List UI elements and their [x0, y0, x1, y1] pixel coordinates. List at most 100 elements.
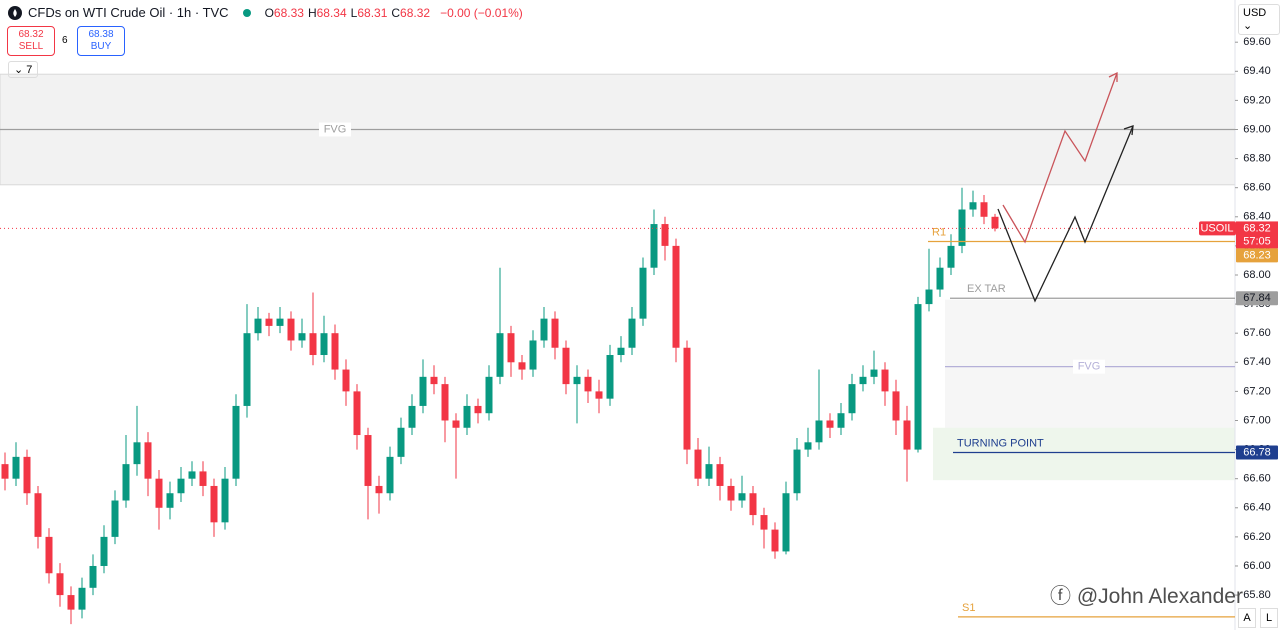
- candle-body: [595, 391, 603, 399]
- candle-body: [925, 289, 933, 305]
- scale-button[interactable]: L: [1260, 608, 1278, 628]
- symbol-icon: [8, 5, 22, 20]
- indicators-count: 7: [26, 64, 33, 76]
- candle-body: [991, 216, 999, 229]
- candle-body: [485, 376, 493, 414]
- candle-body: [628, 318, 636, 348]
- candle-body: [111, 500, 119, 537]
- candle-body: [23, 456, 31, 494]
- countdown: 57:05: [1243, 235, 1271, 247]
- candle-body: [903, 420, 911, 450]
- candle-body: [232, 405, 240, 479]
- candle-body: [606, 355, 614, 399]
- header: CFDs on WTI Crude Oil · 1h · TVC O68.33 H…: [8, 5, 523, 20]
- candle-body: [45, 536, 53, 574]
- sell-label: SELL: [18, 41, 44, 52]
- candle-body: [287, 318, 295, 341]
- zone: [933, 427, 1235, 481]
- candle-body: [56, 573, 64, 596]
- candle-body: [705, 464, 713, 479]
- candle-body: [716, 464, 724, 486]
- y-tick-label: 69.60: [1243, 36, 1271, 48]
- candle-body: [276, 318, 284, 326]
- candle-body: [870, 369, 878, 377]
- y-tick-label: 67.60: [1243, 327, 1271, 339]
- candle-body: [551, 318, 559, 348]
- sell-price: 68.32: [18, 29, 44, 40]
- candle-body: [793, 449, 801, 494]
- candle-body: [177, 478, 185, 494]
- candle-body: [804, 442, 812, 450]
- y-tick-label: 66.60: [1243, 473, 1271, 485]
- candle-body: [78, 587, 86, 610]
- projection-path: [1002, 72, 1118, 244]
- level-label: R1: [932, 226, 946, 238]
- candle-body: [320, 333, 328, 356]
- candle-body: [617, 347, 625, 356]
- candle-body: [540, 318, 548, 341]
- candle-body: [826, 420, 834, 428]
- level-label: EX TAR: [967, 283, 1006, 295]
- candle-body: [694, 449, 702, 479]
- spread: 6: [62, 35, 68, 46]
- candle-body: [122, 464, 130, 501]
- symbol[interactable]: CFDs on WTI Crude Oil · 1h · TVC: [28, 5, 229, 20]
- candle-body: [947, 245, 955, 268]
- y-tick-label: 67.40: [1243, 356, 1271, 368]
- candle-body: [67, 595, 75, 610]
- level-label-bg: [1073, 359, 1105, 374]
- projection-arrowhead: [1108, 71, 1118, 82]
- candle-body: [815, 420, 823, 443]
- candle-body: [771, 529, 779, 552]
- ohlc-value: 68.31: [357, 5, 388, 20]
- projection-path: [997, 125, 1134, 303]
- scale-button[interactable]: A: [1238, 608, 1256, 628]
- candle-body: [298, 333, 306, 341]
- candle-body: [683, 347, 691, 450]
- candle-body: [837, 413, 845, 428]
- candle-body: [914, 304, 922, 450]
- candle-body: [980, 202, 988, 217]
- candle-body: [881, 369, 889, 392]
- candle-body: [243, 333, 251, 406]
- candle-body: [562, 347, 570, 385]
- candle-body: [221, 478, 229, 523]
- projection-arrowhead: [1123, 125, 1134, 136]
- y-tick-label: 68.60: [1243, 182, 1271, 194]
- level-tag: [1236, 291, 1278, 306]
- indicators-toggle[interactable]: ⌄ 7: [8, 61, 39, 78]
- candle-body: [892, 391, 900, 421]
- candle-body: [34, 493, 42, 537]
- candle-body: [452, 420, 460, 428]
- y-tick-label: 66.20: [1243, 531, 1271, 543]
- y-tick-label: 67.00: [1243, 414, 1271, 426]
- level-label: S1: [962, 602, 975, 614]
- symbol-tag-text: USOIL: [1200, 222, 1233, 234]
- level-label-bg: [319, 122, 351, 137]
- candle-body: [397, 427, 405, 457]
- sell-button[interactable]: 68.32 SELL: [7, 26, 55, 56]
- candle-body: [859, 376, 867, 385]
- candle-body: [441, 384, 449, 421]
- candle-body: [463, 405, 471, 428]
- candle-body: [936, 267, 944, 290]
- candle-body: [661, 224, 669, 246]
- candle-body: [155, 478, 163, 508]
- y-tick-label: 68.00: [1243, 269, 1271, 281]
- candle-body: [430, 376, 438, 385]
- candle-body: [650, 224, 658, 268]
- candle-body: [254, 318, 262, 334]
- buy-button[interactable]: 68.38 BUY: [77, 26, 125, 56]
- y-tick-label: 65.80: [1243, 589, 1271, 601]
- candle-body: [474, 405, 482, 414]
- candle-body: [210, 485, 218, 523]
- candle-body: [584, 376, 592, 392]
- ohlc-key: O: [264, 5, 274, 20]
- level-tag: [1236, 445, 1278, 460]
- y-tick-label: 67.20: [1243, 385, 1271, 397]
- currency-select[interactable]: USD ⌄: [1238, 4, 1280, 35]
- candle-body: [496, 333, 504, 377]
- ohlc-value: 68.33: [273, 5, 304, 20]
